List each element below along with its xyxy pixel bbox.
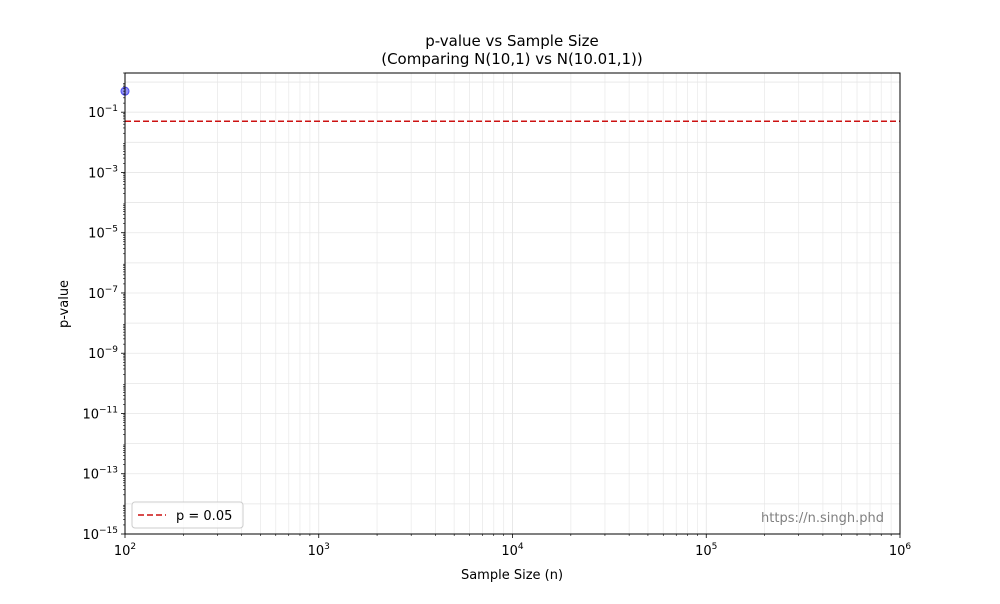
y-axis-label: p-value bbox=[57, 280, 72, 328]
x-tick-label: 106 bbox=[889, 542, 912, 559]
y-tick-label: 10−13 bbox=[82, 466, 118, 483]
x-tick-label: 104 bbox=[501, 542, 524, 559]
legend-entry-label: p = 0.05 bbox=[176, 509, 232, 524]
x-tick-label: 103 bbox=[308, 542, 330, 559]
y-tick-label: 10−9 bbox=[88, 345, 118, 362]
x-tick-label: 105 bbox=[695, 542, 717, 559]
y-axis-ticks: 10−15 10−13 10−11 10−9 10−7 10−5 10−3 10−1 bbox=[82, 72, 125, 543]
x-tick-label: 102 bbox=[114, 542, 136, 559]
y-tick-label: 10−5 bbox=[88, 225, 118, 242]
chart-title: p-value vs Sample Size bbox=[425, 32, 599, 50]
x-axis-ticks: 102 103 104 105 106 bbox=[114, 534, 912, 559]
grid-layer bbox=[124, 73, 901, 535]
legend: p = 0.05 bbox=[131, 501, 244, 529]
x-axis-label: Sample Size (n) bbox=[461, 568, 563, 583]
y-tick-label: 10−11 bbox=[82, 405, 118, 422]
watermark-text: https://n.singh.phd bbox=[761, 511, 884, 526]
y-tick-label: 10−1 bbox=[88, 104, 118, 121]
y-tick-label: 10−3 bbox=[88, 164, 118, 181]
y-tick-label: 10−15 bbox=[82, 526, 118, 543]
legend-box bbox=[131, 501, 244, 529]
y-tick-label: 10−7 bbox=[88, 285, 118, 302]
chart-subtitle: (Comparing N(10,1) vs N(10.01,1)) bbox=[381, 50, 643, 68]
